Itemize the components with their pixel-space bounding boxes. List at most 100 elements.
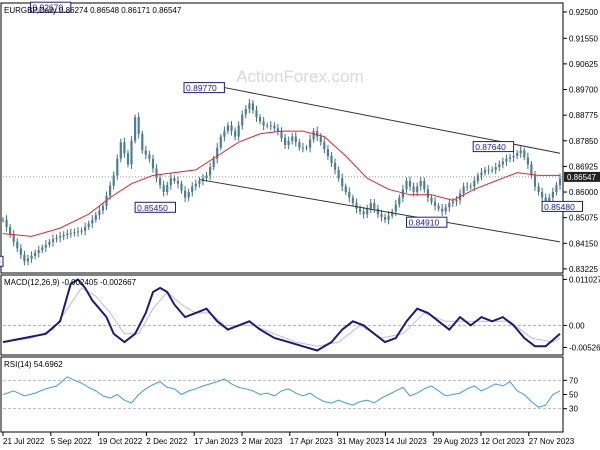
price-bar-body xyxy=(444,207,447,212)
price-bar-body xyxy=(476,175,479,181)
price-bar-body xyxy=(198,180,201,184)
price-bar-body xyxy=(341,178,344,187)
price-bar-body xyxy=(87,223,90,228)
price-bar-body xyxy=(223,131,226,137)
price-annotation: 0.89770 xyxy=(183,82,225,94)
x-tick-label: 5 Sep 2022 xyxy=(51,437,92,446)
price-bar-body xyxy=(284,138,287,145)
price-bar-body xyxy=(448,203,451,208)
price-bar-body xyxy=(376,208,379,215)
price-bar-body xyxy=(437,205,440,209)
price-bar-body xyxy=(483,169,487,173)
price-bar-body xyxy=(294,136,297,143)
price-bar-body xyxy=(37,250,40,253)
price-bar-body xyxy=(533,175,537,187)
price-bar-body xyxy=(316,131,319,137)
price-bar-body xyxy=(269,125,272,127)
price-bar-body xyxy=(276,128,279,132)
price-header: EURGBP,Daily 0.86274 0.86548 0.86171 0.8… xyxy=(4,6,182,15)
price-y-tick-label: 0.88775 xyxy=(569,111,598,120)
price-bar-body xyxy=(234,131,237,137)
price-bar-body xyxy=(487,169,490,171)
price-bar-body xyxy=(41,247,44,251)
price-bar-body xyxy=(441,208,444,212)
price-bar-body xyxy=(266,125,269,127)
price-bar-body xyxy=(166,185,169,192)
x-tick-label: 21 Jul 2022 xyxy=(3,437,45,446)
price-bar-body xyxy=(212,158,215,168)
price-bar-body xyxy=(194,183,197,187)
price-bar-body xyxy=(259,117,262,122)
price-bar-body xyxy=(383,217,387,220)
price-bar-body xyxy=(141,133,144,151)
annotation-box xyxy=(0,255,4,267)
price-bar-body xyxy=(373,203,376,209)
annotation-label: 0.89770 xyxy=(186,83,217,93)
price-panel-frame xyxy=(0,2,564,274)
price-bar-body xyxy=(80,230,83,232)
price-bar-body xyxy=(537,186,540,192)
price-bar-body xyxy=(433,201,437,206)
price-bar-body xyxy=(241,114,244,126)
price-bar-body xyxy=(59,236,62,238)
axis-layer: 0.92500 0.91550 0.90625 0.89700 0.88775 0.878… xyxy=(2,8,600,446)
price-bar-body xyxy=(94,215,97,220)
price-bar-body xyxy=(173,178,176,181)
price-bar-body xyxy=(34,253,37,256)
annotation-box xyxy=(472,141,515,153)
price-bar-body xyxy=(508,157,512,159)
price-bar-body xyxy=(398,197,401,205)
price-bar-body xyxy=(326,149,329,156)
macd-y-tick-label: 0.00 xyxy=(569,321,585,330)
x-tick-label: 2 Dec 2022 xyxy=(146,437,187,446)
price-bar-body xyxy=(369,203,372,209)
price-bar-body xyxy=(498,164,501,168)
price-bar-body xyxy=(380,214,383,217)
channel-lower-line xyxy=(199,179,561,243)
price-bar-body xyxy=(298,142,301,148)
price-annotation: 0 xyxy=(0,255,4,267)
price-bar-body xyxy=(169,178,172,186)
x-tick-label: 27 Nov 2023 xyxy=(529,437,575,446)
price-bar-body xyxy=(73,232,76,233)
watermark: ActionForex.com xyxy=(236,67,364,86)
price-bar-body xyxy=(362,211,365,215)
price-bar-body xyxy=(366,208,369,215)
price-bar-body xyxy=(19,248,22,255)
price-bar-body xyxy=(201,178,204,181)
price-bar-body xyxy=(469,186,472,188)
price-bar-body xyxy=(109,185,112,196)
price-bar-body xyxy=(69,232,72,234)
rsi-header: RSI(14) 54.6962 xyxy=(4,360,63,369)
price-bar-body xyxy=(191,186,194,192)
price-bar-body xyxy=(184,190,187,198)
price-bar-body xyxy=(55,237,58,240)
price-bar-body xyxy=(151,158,155,169)
annotation-label: 0.84910 xyxy=(409,218,440,228)
rsi-y-tick-label: 50 xyxy=(569,391,578,400)
rsi-y-tick-label: 30 xyxy=(569,405,578,414)
price-bar-body xyxy=(405,180,408,190)
price-y-tick-label: 0.85075 xyxy=(569,214,598,223)
price-bar-body xyxy=(355,203,358,209)
annotation-label: 0.87640 xyxy=(475,142,506,152)
price-bar-body xyxy=(44,244,47,248)
x-tick-label: 17 Apr 2023 xyxy=(290,437,334,446)
price-bar-body xyxy=(130,140,133,165)
annotation-label: 0.85450 xyxy=(137,203,168,213)
price-bar-body xyxy=(155,168,158,179)
price-bar-body xyxy=(9,227,12,235)
price-bar-body xyxy=(501,161,504,165)
price-bar-body xyxy=(412,186,415,192)
price-bar-body xyxy=(84,227,87,231)
price-bar-body xyxy=(419,180,422,187)
macd-signal-line xyxy=(2,287,561,347)
price-bar-body xyxy=(334,162,337,170)
price-bar-body xyxy=(98,210,101,216)
price-bar-body xyxy=(280,131,283,138)
price-y-tick-label: 0.83225 xyxy=(569,265,598,274)
price-y-tick-label: 0.87850 xyxy=(569,137,598,146)
macd-y-tick-label: 0.011027 xyxy=(569,275,600,284)
price-bar-body xyxy=(455,200,458,202)
price-bar-body xyxy=(30,255,33,259)
